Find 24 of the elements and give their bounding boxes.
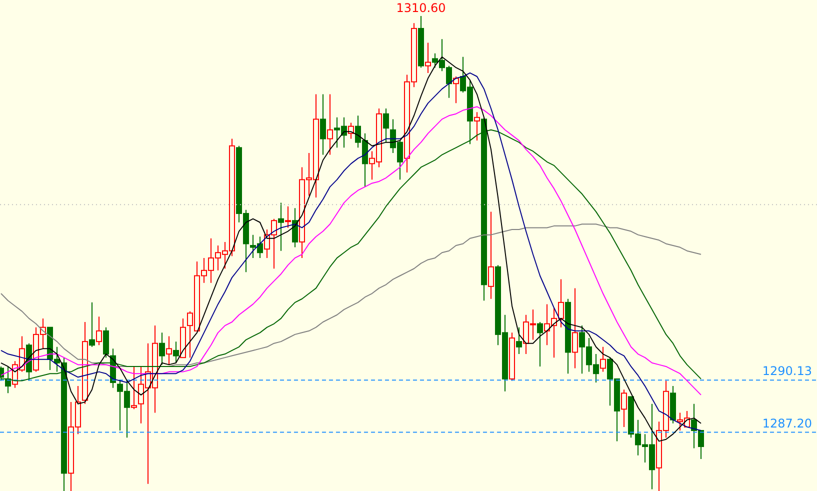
- ref-line-label: 1290.13: [762, 364, 812, 378]
- candlestick: [166, 336, 172, 366]
- candlestick: [488, 211, 494, 300]
- candlestick: [292, 208, 298, 248]
- candlestick: [89, 302, 95, 348]
- candlestick: [131, 366, 137, 410]
- candlestick: [621, 389, 627, 428]
- ref-line-label: 1287.20: [762, 416, 812, 430]
- candlestick: [96, 316, 102, 346]
- candlestick: [516, 326, 522, 355]
- candlestick: [285, 206, 291, 228]
- candlestick: [278, 202, 284, 252]
- candlestick: [383, 108, 389, 143]
- candlestick: [159, 332, 165, 366]
- candlestick: [425, 42, 431, 74]
- candlestick: [572, 288, 578, 369]
- candlestick: [327, 94, 333, 156]
- candlestick: [474, 112, 480, 142]
- annotation: 1310.60: [396, 1, 446, 16]
- candlestick: [600, 346, 606, 372]
- candlestick: [537, 321, 543, 367]
- candlestick: [103, 326, 109, 358]
- candlestick: [320, 94, 326, 156]
- candlestick: [173, 341, 179, 364]
